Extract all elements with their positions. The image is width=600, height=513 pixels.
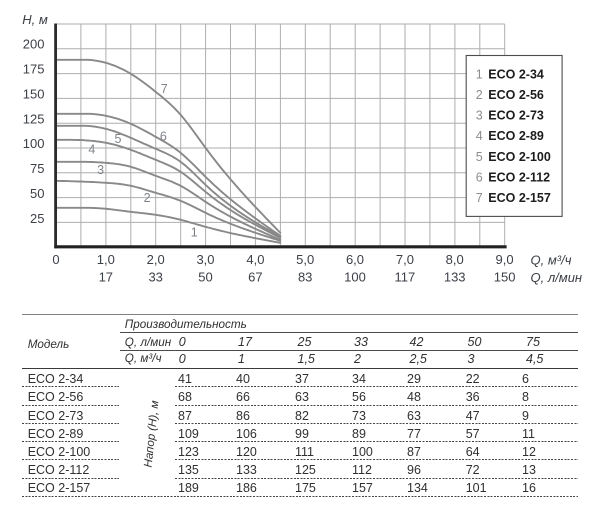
- svg-text:100: 100: [344, 269, 366, 284]
- svg-text:ECO 2-34: ECO 2-34: [488, 67, 544, 81]
- svg-text:Q, л/мин: Q, л/мин: [531, 270, 583, 285]
- svg-text:200: 200: [23, 37, 45, 52]
- svg-text:5: 5: [115, 132, 122, 146]
- svg-text:ECO 2-112: ECO 2-112: [488, 170, 550, 184]
- svg-text:1: 1: [476, 67, 483, 81]
- svg-text:ECO 2-56: ECO 2-56: [488, 88, 544, 102]
- svg-text:50: 50: [198, 269, 212, 284]
- svg-text:8,0: 8,0: [446, 252, 464, 267]
- svg-text:133: 133: [444, 269, 466, 284]
- svg-text:100: 100: [23, 136, 45, 151]
- svg-text:ECO 2-157: ECO 2-157: [488, 191, 551, 205]
- svg-text:33: 33: [148, 269, 162, 284]
- svg-text:50: 50: [30, 186, 44, 201]
- svg-text:125: 125: [23, 111, 45, 126]
- svg-text:117: 117: [395, 269, 416, 284]
- svg-text:Н, м: Н, м: [22, 12, 48, 27]
- svg-text:9,0: 9,0: [496, 252, 514, 267]
- svg-text:Q, м³/ч: Q, м³/ч: [531, 252, 572, 267]
- svg-text:3: 3: [97, 163, 104, 177]
- svg-text:4,0: 4,0: [246, 252, 264, 267]
- svg-text:25: 25: [30, 211, 44, 226]
- svg-text:6: 6: [476, 170, 483, 184]
- svg-text:2: 2: [476, 88, 483, 102]
- svg-text:7,0: 7,0: [396, 252, 414, 267]
- svg-text:4: 4: [476, 129, 483, 143]
- svg-text:83: 83: [298, 269, 312, 284]
- svg-text:6,0: 6,0: [346, 252, 364, 267]
- svg-text:5: 5: [476, 150, 483, 164]
- svg-text:5,0: 5,0: [296, 252, 314, 267]
- svg-text:67: 67: [248, 269, 262, 284]
- svg-text:3: 3: [476, 109, 483, 123]
- svg-text:2,0: 2,0: [147, 252, 165, 267]
- svg-text:7: 7: [476, 191, 483, 205]
- svg-text:0: 0: [52, 252, 59, 267]
- svg-text:175: 175: [23, 61, 45, 76]
- svg-text:1,0: 1,0: [97, 252, 115, 267]
- svg-text:7: 7: [161, 82, 168, 96]
- svg-text:150: 150: [494, 269, 516, 284]
- svg-text:3,0: 3,0: [196, 252, 214, 267]
- svg-text:4: 4: [88, 143, 95, 157]
- svg-text:ECO 2-100: ECO 2-100: [488, 150, 551, 164]
- svg-text:150: 150: [23, 86, 45, 101]
- svg-text:1: 1: [191, 226, 198, 240]
- svg-text:17: 17: [99, 269, 113, 284]
- svg-text:6: 6: [160, 130, 167, 144]
- svg-text:2: 2: [144, 191, 151, 205]
- svg-text:75: 75: [30, 161, 44, 176]
- svg-text:ECO 2-73: ECO 2-73: [488, 109, 544, 123]
- svg-text:ECO 2-89: ECO 2-89: [488, 129, 544, 143]
